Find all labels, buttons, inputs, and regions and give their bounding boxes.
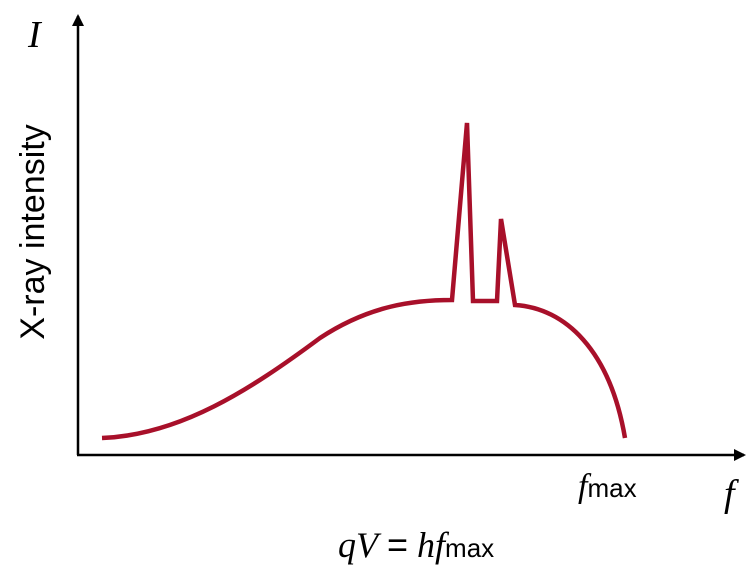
spectrum-curve [101, 122, 628, 441]
eq-lhs: qV [338, 525, 382, 565]
eq-sign: = [387, 524, 408, 565]
eq-rhs-sub: max [445, 533, 494, 563]
y-axis-label: X-ray intensity [14, 124, 52, 339]
y-axis-symbol: I [27, 14, 43, 56]
eq-rhs: hf [417, 525, 450, 565]
x-axis-label: f [724, 473, 739, 515]
equation-annotation: qV = hfmax [338, 524, 494, 565]
x-tick-sub: max [587, 473, 636, 503]
x-tick-fmax: fmax [578, 468, 637, 505]
